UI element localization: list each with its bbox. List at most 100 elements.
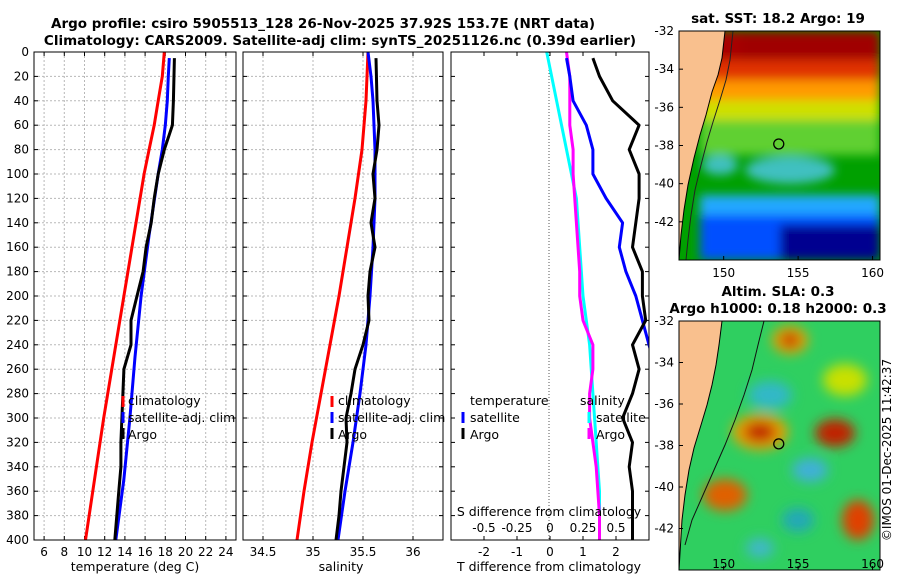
depth-contour <box>685 31 734 260</box>
s-tick-label: 0.25 <box>570 521 597 535</box>
lat-tick-label: -32 <box>654 24 674 38</box>
temperature-lines <box>84 52 176 540</box>
legend-label-satellite: satellite-adj. clim <box>128 410 235 425</box>
x-tick-label: 35.5 <box>350 545 377 559</box>
x-tick-label: 8 <box>60 545 68 559</box>
salinity-legend: climatology satellite-adj. clim Argo <box>330 393 445 442</box>
series-line-temperature-satellite <box>545 52 601 540</box>
salinity-panel: 34.5 35 35.5 36 salinity climatology satell… <box>242 51 445 574</box>
difference-axes-box <box>450 51 650 541</box>
x-tick-label: 20 <box>178 545 193 559</box>
s-tick-label: -0.25 <box>501 521 532 535</box>
legend-label-temp-satellite: satellite <box>470 410 520 425</box>
depth-tick-label: 240 <box>6 338 29 352</box>
series-line-climatology <box>84 52 166 540</box>
difference-axis-ticks: -2 -1 0 1 2 <box>451 51 649 559</box>
x-tick-label: 14 <box>117 545 132 559</box>
lat-tick-label: -36 <box>654 397 674 411</box>
lat-tick-label: -34 <box>654 62 674 76</box>
land-mass <box>679 31 725 260</box>
lon-tick-label: 150 <box>712 266 735 280</box>
salinity-axes-box <box>242 51 444 541</box>
x-tick-label: 1 <box>579 545 587 559</box>
depth-tick-label: 220 <box>6 313 29 327</box>
temperature-panel: 0 20 40 60 80 100 120 140 160 180 200 220 240 260 280 3… <box>6 45 237 574</box>
temperature-axis-ticks: 6 8 10 12 14 16 18 20 22 24 <box>34 51 236 559</box>
x-tick-label: 2 <box>612 545 620 559</box>
temperature-axes-box <box>33 51 237 541</box>
depth-tick-label: 20 <box>14 69 29 83</box>
depth-tick-label: 140 <box>6 216 29 230</box>
lon-tick-label: 160 <box>861 557 884 571</box>
argo-float-marker <box>773 138 785 150</box>
depth-tick-label: 80 <box>14 143 29 157</box>
difference-lines <box>545 52 649 540</box>
lat-tick-label: -42 <box>654 215 674 229</box>
sst-map-title: sat. SST: 18.2 Argo: 19 <box>691 11 865 27</box>
x-tick-label: 12 <box>97 545 112 559</box>
lat-tick-label: -36 <box>654 100 674 114</box>
x-tick-label: 10 <box>77 545 92 559</box>
depth-tick-label: 120 <box>6 191 29 205</box>
series-line-climatology <box>295 52 370 540</box>
s-tick-label: 0.5 <box>606 521 625 535</box>
lat-tick-label: -40 <box>654 177 674 191</box>
lat-tick-label: -42 <box>654 522 674 536</box>
depth-tick-label: 340 <box>6 460 29 474</box>
salinity-lines <box>295 52 381 540</box>
temperature-legend: climatology satellite-adj. clim Argo <box>121 393 235 442</box>
lon-tick-label: 150 <box>712 557 735 571</box>
sla-map-image <box>679 321 880 570</box>
x-tick-label: -2 <box>478 545 490 559</box>
s-difference-label: S difference from climatology <box>457 504 642 519</box>
s-difference-tick-labels: -0.5 -0.25 0 0.25 0.5 <box>472 521 625 535</box>
sla-map-subtitle: Argo h1000: 0.18 h2000: 0.3 <box>669 301 886 317</box>
x-tick-label: 18 <box>158 545 173 559</box>
t-difference-xlabel: T difference from climatology <box>456 559 642 574</box>
difference-legend-salinity: salinity satellite Argo <box>580 393 646 442</box>
x-tick-label: 0 <box>546 545 554 559</box>
x-tick-label: 22 <box>198 545 213 559</box>
x-tick-label: -1 <box>511 545 523 559</box>
lon-tick-label: 160 <box>861 266 884 280</box>
depth-tick-label: 40 <box>14 94 29 108</box>
x-tick-label: 35 <box>305 545 320 559</box>
legend-label-temp-argo: Argo <box>470 427 499 442</box>
lat-tick-label: -38 <box>654 439 674 453</box>
sst-map-ticks: -32 -34 -36 -38 -40 -42 150 155 160 <box>654 24 884 280</box>
legend-label-argo: Argo <box>338 427 367 442</box>
legend-label-satellite: satellite-adj. clim <box>338 410 445 425</box>
figure-title-line2: Climatology: CARS2009. Satellite-adj cli… <box>44 33 636 49</box>
imos-watermark: ©IMOS 01-Dec-2025 11:42:37 <box>880 359 894 541</box>
salinity-axis-ticks: 34.5 35 35.5 36 <box>243 51 443 559</box>
sla-map-title: Altim. SLA: 0.3 <box>721 284 834 300</box>
depth-tick-label: 60 <box>14 118 29 132</box>
depth-tick-label: 200 <box>6 289 29 303</box>
depth-contour <box>684 321 765 546</box>
x-tick-label: 34.5 <box>250 545 277 559</box>
temperature-grid <box>34 51 236 541</box>
lat-tick-label: -38 <box>654 139 674 153</box>
lat-tick-label: -40 <box>654 480 674 494</box>
legend-heading-salinity: salinity <box>580 393 625 408</box>
sst-map-image <box>679 31 880 260</box>
depth-tick-label: 320 <box>6 435 29 449</box>
depth-tick-label: 360 <box>6 484 29 498</box>
difference-panel: -2 -1 0 1 2 T difference from climatology S … <box>450 51 650 574</box>
s-tick-label: 0 <box>546 521 554 535</box>
land-mass <box>679 321 722 570</box>
depth-tick-label: 300 <box>6 411 29 425</box>
difference-legend-temperature: temperature satellite Argo <box>461 393 549 442</box>
depth-tick-label: 100 <box>6 167 29 181</box>
depth-axis-ticks: 0 20 40 60 80 100 120 140 160 180 200 220 240 260 280 3… <box>6 45 29 547</box>
series-line-argo <box>113 58 176 540</box>
sla-map-ticks: -32 -34 -36 -38 -40 -42 150 155 160 <box>654 314 884 571</box>
lat-tick-label: -34 <box>654 356 674 370</box>
sla-map-panel: Altim. SLA: 0.3 Argo h1000: 0.18 h2000: … <box>654 284 886 571</box>
series-line-argo <box>334 58 381 540</box>
depth-tick-label: 0 <box>21 45 29 59</box>
legend-label-climatology: climatology <box>128 393 201 408</box>
x-tick-label: 24 <box>218 545 233 559</box>
temperature-xlabel: temperature (deg C) <box>71 559 200 574</box>
